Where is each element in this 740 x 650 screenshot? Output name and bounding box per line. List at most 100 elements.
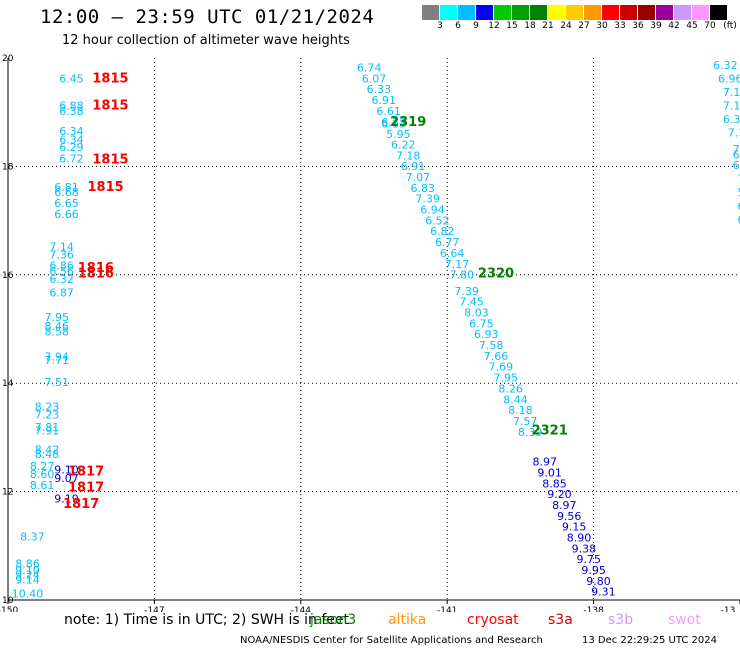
wave-height-point: 6.81 (54, 181, 79, 194)
wave-height-point: 9.80 (586, 575, 611, 588)
wave-height-point: 8.23 (35, 400, 60, 413)
pass-time-label: 1817 (68, 481, 104, 496)
wave-height-point: 7.17 (445, 258, 470, 271)
wave-height-point: 8.26 (498, 382, 523, 395)
pass-time-label: 2320 (478, 267, 514, 282)
wave-height-point: 8.37 (20, 530, 45, 543)
footer-credit: NOAA/NESDIS Center for Satellite Applica… (240, 635, 543, 646)
wave-height-point: 9.95 (581, 564, 606, 577)
wave-height-point: 9.31 (591, 586, 616, 599)
colorbar-swatch (620, 5, 637, 20)
pass-time-label: 2321 (532, 424, 568, 439)
x-tick-label: -147 (144, 606, 164, 612)
x-tick-label: -150 (0, 606, 18, 612)
colorbar-tick-label: 42 (668, 21, 680, 31)
wave-height-point: 8.27 (30, 460, 55, 473)
wave-height-point: 6.74 (357, 62, 382, 75)
wave-height-point: 6.65 (54, 197, 79, 210)
wave-height-point: 8.48 (35, 448, 60, 461)
y-tick-label: 16 (2, 271, 14, 281)
wave-height-point: 7.81 (35, 421, 60, 434)
colorbar-swatch (710, 5, 727, 20)
wave-height-point: 6.94 (420, 204, 445, 217)
wave-height-point: 7.15 (723, 99, 740, 112)
wave-height-point: 6.07 (362, 72, 387, 85)
colorbar-swatch (512, 5, 529, 20)
wave-height-point: 6.87 (49, 286, 74, 299)
wave-height-point: 7.14 (49, 240, 74, 253)
wave-height-point: 9.07 (54, 472, 79, 485)
wave-height-point: 6.86 (49, 259, 74, 272)
wave-height-point: 7.18 (396, 149, 421, 162)
wave-height-point: 8.60 (30, 468, 55, 481)
wave-height-point: 6.45 (59, 72, 84, 85)
wave-height-point: 7.17 (723, 86, 740, 99)
wave-height-point: 8.18 (508, 404, 533, 417)
wave-height-point: 5.95 (386, 128, 411, 141)
colorbar-tick-label: 30 (596, 21, 608, 31)
wave-height-point: 9.56 (557, 510, 582, 523)
colorbar-swatch (494, 5, 511, 20)
pass-time-label: 1816 (78, 261, 114, 276)
wave-height-point: 6.94 (733, 148, 740, 161)
satellite-legend-s3b: s3b (608, 612, 634, 628)
chart-title: 12:00 – 23:59 UTC 01/21/2024 (40, 6, 375, 28)
colorbar-swatch (440, 5, 457, 20)
wave-height-point: 7.07 (406, 171, 431, 184)
wave-height-point: 6.22 (391, 139, 416, 152)
wave-height-point: 6.61 (376, 105, 401, 118)
wave-height-point: 6.33 (367, 83, 392, 96)
wave-height-point: 9.75 (576, 553, 601, 566)
colorbar-tick-label: 36 (632, 21, 644, 31)
wave-height-point: 9.15 (562, 521, 587, 534)
wave-height-point: 6.34 (59, 125, 84, 138)
satellite-legend-altika: altika (388, 612, 427, 628)
wave-height-point: 9.14 (15, 574, 40, 587)
wave-height-point: 8.90 (567, 531, 592, 544)
wave-height-point: 8.97 (552, 499, 577, 512)
wave-height-point: 6.88 (59, 99, 84, 112)
colorbar-swatch (476, 5, 493, 20)
wave-height-point: 9.20 (547, 488, 572, 501)
note-text: note: 1) Time is in UTC; 2) SWH is in fe… (64, 612, 350, 628)
x-tick-label: -138 (583, 606, 604, 612)
wave-height-point: 6.32 (49, 273, 74, 286)
wave-height-point: 7.95 (45, 311, 70, 324)
pass-time-label: 1815 (88, 180, 124, 195)
wave-height-point: 6.39 (723, 113, 740, 126)
wave-height-point: 7.58 (479, 339, 504, 352)
x-tick-label: -13 (721, 606, 736, 612)
wave-height-point: 7.95 (494, 372, 519, 385)
wave-height-point: 7.39 (415, 193, 440, 206)
wave-height-point: 6.38 (59, 105, 84, 118)
wave-height-point: 7.51 (45, 376, 70, 389)
wave-height-point: 8.42 (35, 444, 60, 457)
wave-height-point: 6.29 (59, 141, 84, 154)
y-tick-label: 14 (2, 379, 14, 389)
wave-height-point: 8.86 (15, 557, 40, 570)
wave-height-point: 7.05 (738, 173, 740, 186)
satellite-legend-cryosat: cryosat (467, 612, 519, 628)
wave-height-point: 6.52 (425, 214, 450, 227)
satellite-legend-jason3: jason3 (310, 612, 357, 628)
wave-height-point: 9.10 (54, 464, 79, 477)
wave-height-point: 10.40 (12, 587, 44, 600)
wave-height-point: 9.38 (572, 542, 597, 555)
wave-height-point: 6.77 (435, 236, 460, 249)
wave-height-point: 7.80 (450, 269, 475, 282)
wave-height-point: 6.75 (469, 317, 494, 330)
wave-height-point: 6.93 (474, 328, 499, 341)
wave-height-point: 6.72 (59, 153, 84, 166)
pass-time-label: 1817 (68, 464, 104, 479)
wave-height-point: 6.91 (401, 160, 426, 173)
pass-time-label: 1817 (63, 497, 99, 512)
colorbar-tick-label: 18 (524, 21, 536, 31)
colorbar-swatch (602, 5, 619, 20)
wave-height-point: 9.24 (15, 568, 40, 581)
colorbar-swatch (638, 5, 655, 20)
wave-height-point: 6.34 (59, 134, 84, 147)
wave-height-point: 8.61 (30, 479, 55, 492)
wave-height-point: 7.23 (35, 408, 60, 421)
wave-height-point: 9.19 (54, 492, 79, 505)
colorbar-swatch (530, 5, 547, 20)
